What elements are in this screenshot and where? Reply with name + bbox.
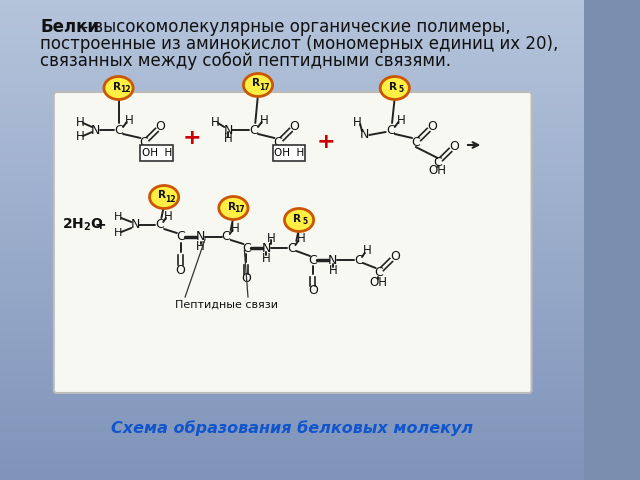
Text: OH  H: OH H bbox=[141, 148, 172, 158]
Text: H: H bbox=[223, 132, 232, 145]
Text: H: H bbox=[164, 209, 173, 223]
Ellipse shape bbox=[219, 196, 248, 219]
Text: C: C bbox=[274, 135, 282, 148]
Text: C: C bbox=[412, 135, 420, 148]
Text: H: H bbox=[125, 113, 134, 127]
Text: +: + bbox=[95, 218, 106, 232]
Text: R: R bbox=[252, 79, 260, 88]
Text: H: H bbox=[196, 240, 205, 253]
Text: O: O bbox=[308, 285, 317, 298]
Text: 12: 12 bbox=[120, 85, 130, 95]
Text: O: O bbox=[390, 251, 400, 264]
FancyBboxPatch shape bbox=[140, 145, 173, 161]
Text: Белки: Белки bbox=[40, 18, 99, 36]
Text: O: O bbox=[289, 120, 300, 133]
Text: O: O bbox=[241, 273, 251, 286]
Text: C: C bbox=[176, 230, 185, 243]
Text: 12: 12 bbox=[165, 194, 176, 204]
Text: H: H bbox=[397, 113, 406, 127]
Text: H: H bbox=[211, 116, 220, 129]
Text: O: O bbox=[175, 264, 186, 276]
Text: C: C bbox=[308, 253, 317, 266]
Ellipse shape bbox=[243, 73, 273, 96]
Text: C: C bbox=[374, 265, 383, 278]
Text: H: H bbox=[231, 221, 239, 235]
FancyBboxPatch shape bbox=[54, 92, 532, 393]
Text: O: O bbox=[428, 120, 437, 133]
Text: C: C bbox=[155, 218, 164, 231]
Text: N: N bbox=[223, 123, 232, 136]
Text: Схема образования белковых молекул: Схема образования белковых молекул bbox=[111, 420, 473, 436]
Text: H: H bbox=[266, 231, 275, 244]
Text: H: H bbox=[353, 116, 362, 129]
Text: N: N bbox=[360, 129, 369, 142]
Text: OH: OH bbox=[429, 164, 447, 177]
Text: построенные из аминокислот (мономерных единиц их 20),: построенные из аминокислот (мономерных е… bbox=[40, 35, 559, 53]
Text: O: O bbox=[449, 141, 459, 154]
Text: 17: 17 bbox=[259, 83, 269, 92]
Text: C: C bbox=[114, 123, 123, 136]
Text: H: H bbox=[262, 252, 271, 264]
Text: 5: 5 bbox=[399, 85, 404, 95]
Text: +: + bbox=[317, 132, 336, 152]
Text: C: C bbox=[249, 123, 258, 136]
Text: C: C bbox=[242, 241, 250, 254]
Ellipse shape bbox=[104, 76, 133, 99]
Text: C: C bbox=[386, 123, 395, 136]
Text: +: + bbox=[182, 128, 201, 148]
Text: C: C bbox=[287, 241, 296, 254]
Text: N: N bbox=[196, 230, 205, 243]
Text: $\mathbf{2H_2O}$: $\mathbf{2H_2O}$ bbox=[62, 217, 104, 233]
Text: OH: OH bbox=[369, 276, 387, 288]
FancyBboxPatch shape bbox=[273, 145, 305, 161]
Text: H: H bbox=[328, 264, 337, 276]
Text: R: R bbox=[389, 82, 397, 92]
Text: H: H bbox=[115, 212, 123, 222]
Text: R: R bbox=[293, 214, 301, 224]
Text: R: R bbox=[158, 191, 166, 201]
Text: H: H bbox=[76, 131, 84, 144]
Text: C: C bbox=[433, 156, 442, 168]
Text: O: O bbox=[156, 120, 165, 133]
Ellipse shape bbox=[284, 208, 314, 231]
Text: N: N bbox=[262, 241, 271, 254]
Text: Пептидные связи: Пептидные связи bbox=[175, 300, 278, 310]
Text: C: C bbox=[354, 253, 363, 266]
Text: N: N bbox=[91, 123, 100, 136]
Text: H: H bbox=[363, 244, 372, 257]
Text: N: N bbox=[131, 218, 140, 231]
Text: OH  H: OH H bbox=[274, 148, 304, 158]
Text: H: H bbox=[115, 228, 123, 238]
Text: 17: 17 bbox=[234, 205, 245, 215]
Text: - высокомолекулярные органические полимеры,: - высокомолекулярные органические полиме… bbox=[77, 18, 510, 36]
Ellipse shape bbox=[150, 185, 179, 208]
Text: H: H bbox=[76, 116, 84, 129]
Text: связанных между собой пептидными связями.: связанных между собой пептидными связями… bbox=[40, 52, 451, 70]
Text: N: N bbox=[328, 253, 337, 266]
Text: R: R bbox=[113, 82, 121, 92]
Text: C: C bbox=[140, 135, 148, 148]
Text: H: H bbox=[260, 113, 269, 127]
Text: R: R bbox=[228, 202, 236, 212]
Text: H: H bbox=[296, 232, 305, 245]
Text: 5: 5 bbox=[303, 217, 308, 227]
Text: C: C bbox=[221, 230, 230, 243]
Ellipse shape bbox=[380, 76, 410, 99]
